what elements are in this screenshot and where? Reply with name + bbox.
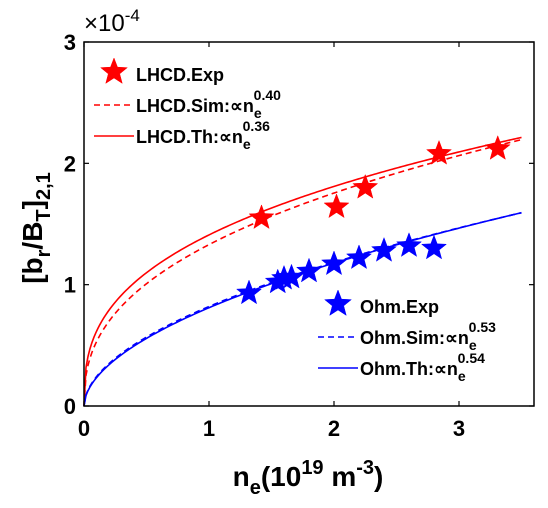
data-point-ohm-exp — [235, 279, 263, 305]
series-line-ohm-th — [83, 211, 522, 407]
y-axis-label: [br/BT]2,1 — [17, 172, 55, 284]
legend-star-icon — [324, 289, 352, 316]
series-line-lhcd-sim — [83, 138, 522, 407]
data-point-ohm-exp — [345, 244, 373, 270]
y-tick-label: 0 — [64, 394, 76, 419]
data-point-ohm-exp — [295, 257, 323, 283]
legend-label: LHCD.Sim:∝ne 0.40 — [136, 87, 281, 121]
axes-box — [83, 41, 535, 407]
data-point-lhcd-exp — [425, 139, 453, 165]
data-point-ohm-exp — [370, 236, 398, 262]
legend-label-sub: e — [458, 368, 466, 384]
data-point-ohm-exp — [320, 250, 348, 276]
ylabel-close: ] — [17, 200, 48, 209]
y-multiplier: ×10-4 — [84, 6, 140, 37]
legend-label-text: LHCD.Exp — [136, 65, 224, 85]
axes-layer: 0 1 2 3 0 1 2 3 — [64, 30, 535, 441]
ylabel-open: [b — [17, 257, 48, 283]
data-point-lhcd-exp — [352, 173, 379, 199]
data-point-ohm-exp — [395, 232, 423, 257]
y-tick-label: 2 — [64, 151, 76, 176]
legend-star-icon — [100, 57, 128, 84]
legend-label-sub: e — [243, 136, 251, 152]
xlabel-main: n — [233, 461, 250, 492]
plot-background — [84, 42, 534, 406]
legend-label: LHCD.Exp — [136, 65, 224, 85]
xlabel-close: ) — [374, 461, 383, 492]
data-point-ohm-exp — [278, 263, 305, 289]
y-tick-label: 1 — [64, 273, 76, 298]
legend-label: Ohm.Sim:∝ne 0.53 — [360, 319, 496, 353]
x-tick-label: 1 — [203, 416, 215, 441]
ylabel-sub1: r — [33, 249, 55, 257]
data-point-lhcd-exp — [484, 135, 511, 160]
legend-label-text: Ohm.Exp — [360, 297, 439, 317]
ylabel-sub3: 2,1 — [33, 172, 55, 200]
legend-label: LHCD.Th:∝ne 0.36 — [136, 118, 270, 152]
y-multiplier-base: ×10 — [84, 10, 125, 37]
legend-label-sub: e — [254, 105, 262, 121]
xlabel-sup2: -3 — [356, 457, 374, 479]
y-tick-label: 3 — [64, 30, 76, 55]
legend-label-text: LHCD.Sim:∝n — [136, 96, 254, 116]
xlabel-rest2: m — [324, 461, 357, 492]
xlabel-sup: 19 — [301, 457, 323, 479]
data-point-lhcd-exp — [323, 193, 350, 219]
legend-label-sub: e — [469, 337, 477, 353]
x-axis-label: ne(1019 m-3) — [233, 457, 384, 499]
x-tick-label: 0 — [78, 416, 90, 441]
legend-label: Ohm.Th:∝ne 0.54 — [360, 350, 485, 384]
data-point-lhcd-exp — [248, 204, 275, 230]
ylabel-sub2: T — [33, 209, 55, 221]
legend-label-sup: 0.36 — [243, 118, 270, 134]
legend-label-text: Ohm.Th:∝n — [360, 359, 458, 379]
legend-label-sup: 0.40 — [254, 87, 281, 103]
legend-label: Ohm.Exp — [360, 297, 439, 317]
legend-label-text: Ohm.Sim:∝n — [360, 328, 469, 348]
plot-area — [84, 42, 534, 406]
curves-layer — [83, 136, 522, 407]
markers-layer — [235, 135, 511, 305]
legend-label-text: LHCD.Th:∝n — [136, 127, 243, 147]
ylabel-mid: /B — [17, 222, 48, 250]
legend-label-sup: 0.53 — [469, 319, 496, 335]
legend-layer: LHCD.ExpLHCD.Sim:∝ne0.40LHCD.Th:∝ne0.36O… — [94, 57, 496, 384]
series-line-lhcd-th — [83, 136, 522, 407]
xlabel-rest: (10 — [261, 461, 301, 492]
xlabel-sub: e — [250, 477, 261, 499]
y-multiplier-exp: -4 — [125, 6, 140, 25]
x-tick-label: 3 — [453, 416, 465, 441]
legend-label-sup: 0.54 — [458, 350, 485, 366]
x-tick-label: 2 — [328, 416, 340, 441]
data-point-ohm-exp — [420, 234, 448, 260]
